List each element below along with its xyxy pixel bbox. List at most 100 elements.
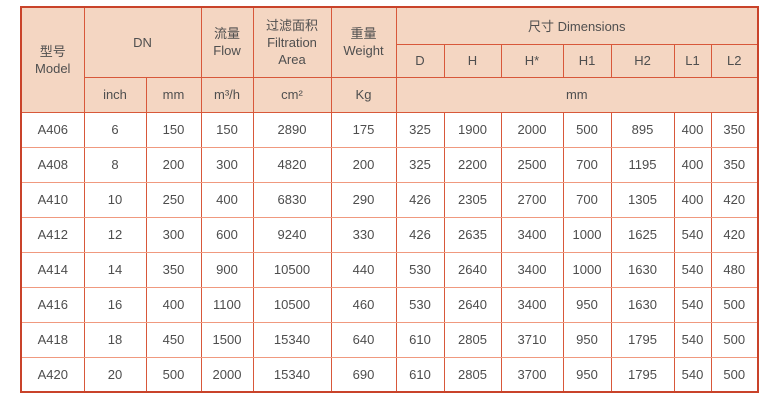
value-cell: 420 <box>710 216 759 253</box>
value-cell: 175 <box>330 111 397 148</box>
model-cell: A408 <box>20 146 85 183</box>
value-cell: 480 <box>710 251 759 288</box>
value-cell: 2200 <box>443 146 502 183</box>
value-cell: 3400 <box>500 251 564 288</box>
value-cell: 150 <box>145 111 202 148</box>
value-cell: 350 <box>145 251 202 288</box>
unit-mm: mm <box>145 76 202 113</box>
table-row: A410 10 250 400 6830 290 426 2305 2700 700 1305 400… <box>20 181 759 218</box>
col-header-flow: 流量 Flow <box>200 6 254 78</box>
value-cell: 426 <box>395 181 445 218</box>
value-cell: 200 <box>145 146 202 183</box>
value-cell: 1795 <box>610 356 675 393</box>
model-cell: A414 <box>20 251 85 288</box>
value-cell: 500 <box>710 286 759 323</box>
value-cell: 2805 <box>443 356 502 393</box>
value-cell: 20 <box>83 356 147 393</box>
table-row: A406 6 150 150 2890 175 325 1900 2000 500 895 400 35… <box>20 111 759 148</box>
value-cell: 500 <box>710 321 759 358</box>
header-row-1: 型号 Model DN 流量 Flow 过滤面积 Filtration Area… <box>20 6 759 113</box>
value-cell: 950 <box>562 321 612 358</box>
table-row: A412 12 300 600 9240 330 426 2635 3400 1000 1625 54… <box>20 216 759 253</box>
value-cell: 530 <box>395 251 445 288</box>
value-cell: 150 <box>200 111 254 148</box>
model-cell: A416 <box>20 286 85 323</box>
value-cell: 600 <box>200 216 254 253</box>
value-cell: 12 <box>83 216 147 253</box>
value-cell: 350 <box>710 146 759 183</box>
unit-inch: inch <box>83 76 147 113</box>
table-body: A406 6 150 150 2890 175 325 1900 2000 500 895 400 35… <box>20 111 759 393</box>
value-cell: 900 <box>200 251 254 288</box>
value-cell: 3400 <box>500 216 564 253</box>
col-header-filtration-area: 过滤面积 Filtration Area <box>252 6 332 78</box>
col-header-d: D <box>395 43 445 78</box>
value-cell: 950 <box>562 356 612 393</box>
value-cell: 1000 <box>562 216 612 253</box>
table-header: 型号 Model DN 流量 Flow 过滤面积 Filtration Area… <box>20 6 759 113</box>
col-header-h-star: H* <box>500 43 564 78</box>
value-cell: 540 <box>673 321 712 358</box>
value-cell: 1000 <box>562 251 612 288</box>
value-cell: 610 <box>395 321 445 358</box>
col-header-model: 型号 Model <box>20 6 85 113</box>
value-cell: 2805 <box>443 321 502 358</box>
value-cell: 1500 <box>200 321 254 358</box>
col-header-dimensions: 尺寸 Dimensions <box>395 6 759 45</box>
value-cell: 6830 <box>252 181 332 218</box>
value-cell: 3710 <box>500 321 564 358</box>
value-cell: 2640 <box>443 286 502 323</box>
value-cell: 500 <box>710 356 759 393</box>
value-cell: 2305 <box>443 181 502 218</box>
model-cell: A418 <box>20 321 85 358</box>
value-cell: 3700 <box>500 356 564 393</box>
value-cell: 4820 <box>252 146 332 183</box>
value-cell: 500 <box>562 111 612 148</box>
value-cell: 500 <box>145 356 202 393</box>
value-cell: 460 <box>330 286 397 323</box>
model-cell: A406 <box>20 111 85 148</box>
value-cell: 1900 <box>443 111 502 148</box>
value-cell: 3400 <box>500 286 564 323</box>
table-row: A420 20 500 2000 15340 690 610 2805 3700 950 1795 5… <box>20 356 759 393</box>
value-cell: 400 <box>673 146 712 183</box>
value-cell: 250 <box>145 181 202 218</box>
value-cell: 2640 <box>443 251 502 288</box>
value-cell: 325 <box>395 146 445 183</box>
value-cell: 540 <box>673 216 712 253</box>
table-row: A414 14 350 900 10500 440 530 2640 3400 1000 1630 5… <box>20 251 759 288</box>
value-cell: 530 <box>395 286 445 323</box>
value-cell: 2000 <box>200 356 254 393</box>
value-cell: 14 <box>83 251 147 288</box>
value-cell: 420 <box>710 181 759 218</box>
value-cell: 400 <box>145 286 202 323</box>
value-cell: 540 <box>673 356 712 393</box>
value-cell: 426 <box>395 216 445 253</box>
value-cell: 400 <box>673 111 712 148</box>
value-cell: 700 <box>562 146 612 183</box>
value-cell: 10500 <box>252 251 332 288</box>
value-cell: 895 <box>610 111 675 148</box>
value-cell: 300 <box>145 216 202 253</box>
value-cell: 330 <box>330 216 397 253</box>
value-cell: 325 <box>395 111 445 148</box>
col-header-l1: L1 <box>673 43 712 78</box>
value-cell: 6 <box>83 111 147 148</box>
value-cell: 1100 <box>200 286 254 323</box>
value-cell: 2000 <box>500 111 564 148</box>
model-cell: A412 <box>20 216 85 253</box>
value-cell: 8 <box>83 146 147 183</box>
value-cell: 1630 <box>610 251 675 288</box>
col-header-weight: 重量 Weight <box>330 6 397 78</box>
value-cell: 700 <box>562 181 612 218</box>
value-cell: 400 <box>200 181 254 218</box>
value-cell: 300 <box>200 146 254 183</box>
unit-dimensions: mm <box>395 76 759 113</box>
value-cell: 640 <box>330 321 397 358</box>
value-cell: 400 <box>673 181 712 218</box>
unit-flow: m³/h <box>200 76 254 113</box>
value-cell: 9240 <box>252 216 332 253</box>
value-cell: 15340 <box>252 321 332 358</box>
col-header-dn: DN <box>83 6 202 78</box>
